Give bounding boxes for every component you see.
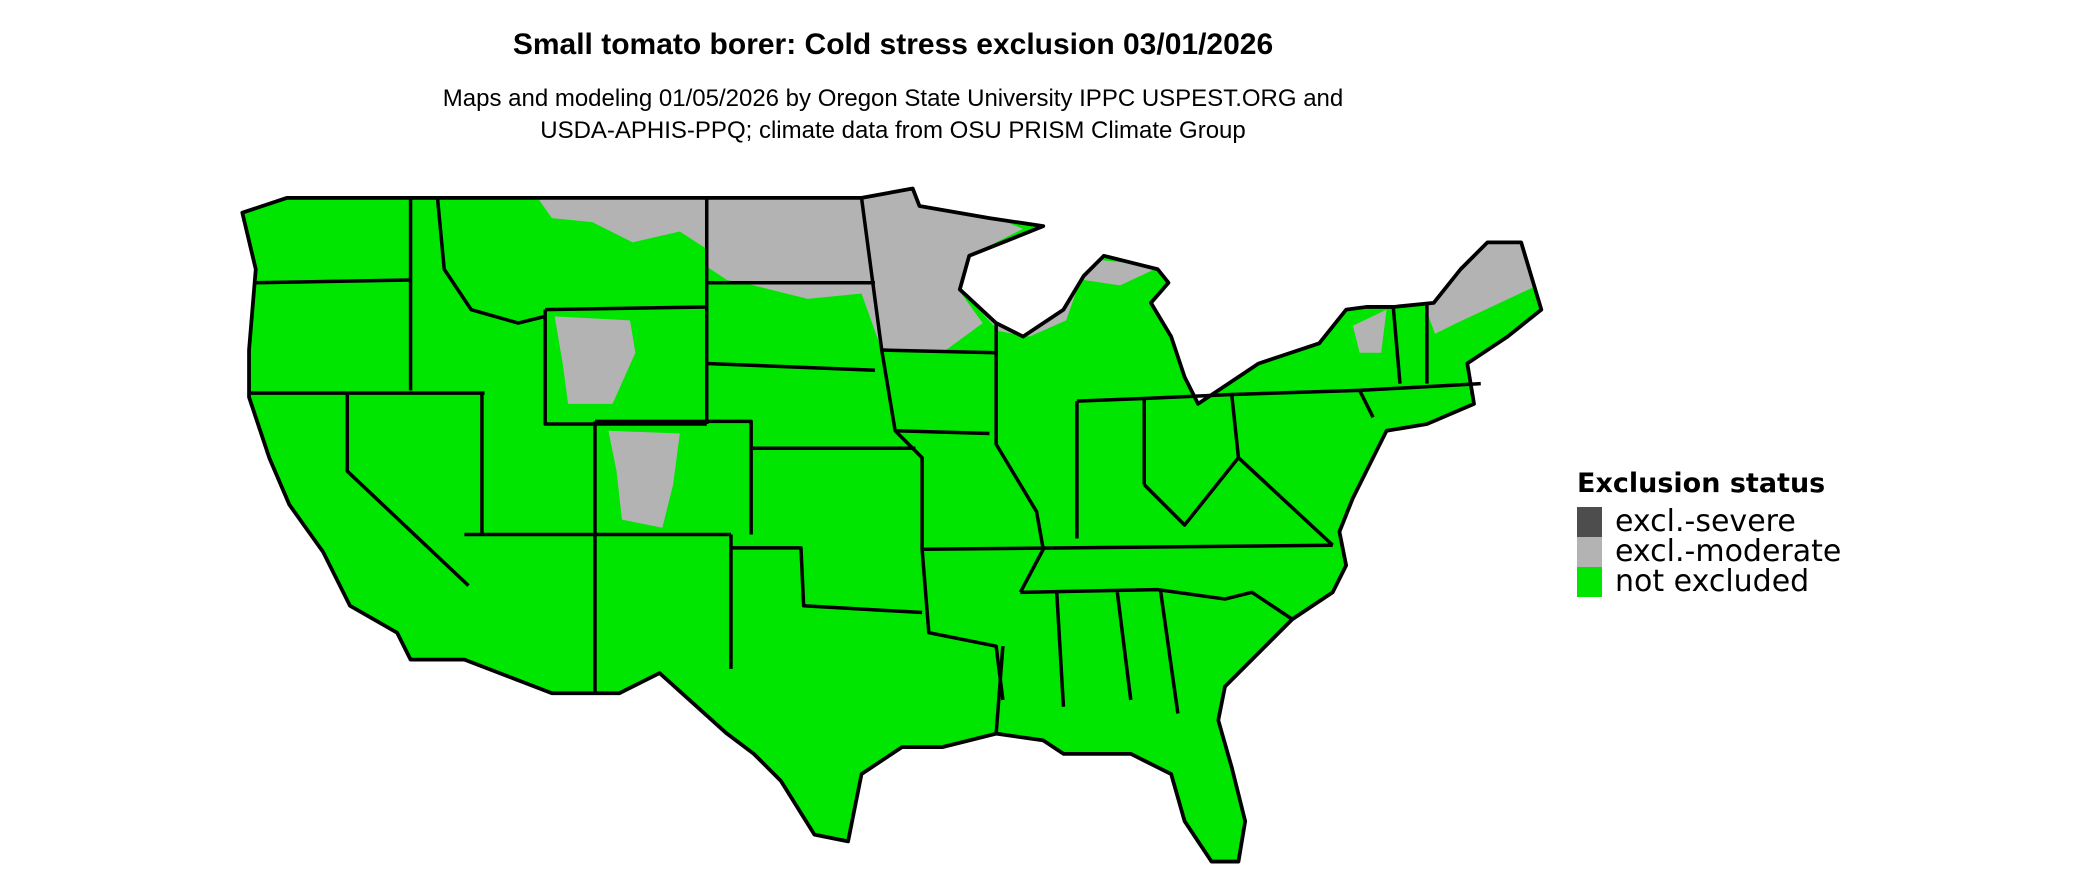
state-border-line — [545, 305, 707, 312]
moderate-region-montana — [535, 195, 707, 250]
state-border-line — [543, 309, 707, 426]
state-border-line — [922, 543, 1333, 551]
state-border-line — [881, 348, 997, 355]
legend-swatch-not-excluded — [1577, 567, 1602, 597]
state-border-line — [730, 546, 923, 615]
legend-swatch-severe — [1577, 507, 1602, 537]
legend-title: Exclusion status — [1577, 468, 1826, 499]
moderate-region-wyoming — [554, 316, 636, 404]
legend-item-moderate: excl.-moderate — [1577, 537, 1841, 567]
state-border-line — [895, 429, 990, 436]
state-border-line — [1020, 587, 1294, 621]
state-border-line — [994, 323, 1045, 550]
state-border-line — [595, 419, 753, 535]
legend-label: not excluded — [1615, 564, 1810, 599]
moderate-region-adirondacks — [1352, 309, 1387, 353]
legend: Exclusion status excl.-severe excl.-mode… — [1577, 468, 1841, 597]
state-border-line — [859, 197, 1005, 701]
legend-label: excl.-moderate — [1615, 534, 1842, 569]
conus-outline — [240, 186, 1544, 864]
state-border-line — [1359, 381, 1481, 393]
state-border-line — [1076, 396, 1146, 485]
state-border-line — [255, 278, 411, 285]
state-border-line — [1115, 592, 1133, 701]
map-subtitle-line-1: Maps and modeling 01/05/2026 by Oregon S… — [442, 85, 1344, 112]
legend-item-not-excluded: not excluded — [1577, 567, 1841, 597]
legend-item-severe: excl.-severe — [1577, 507, 1841, 537]
state-border-line — [1391, 306, 1402, 384]
state-border-line — [1158, 589, 1180, 714]
moderate-region-northern-plains — [706, 188, 1024, 353]
state-border-line — [435, 197, 546, 325]
map-title: Small tomato borer: Cold stress exclusio… — [512, 28, 1274, 61]
state-border-line — [1142, 456, 1240, 527]
map-subtitle-line-2: USDA-APHIS-PPQ; climate data from OSU PR… — [540, 117, 1246, 144]
state-border-line — [1237, 456, 1334, 547]
state-border-line — [1018, 548, 1045, 594]
state-border-line — [706, 361, 876, 372]
state-border-line — [345, 393, 470, 587]
state-borders — [249, 197, 1481, 734]
moderate-region-new-england — [1424, 239, 1538, 334]
state-border-line — [1144, 392, 1241, 458]
legend-label: excl.-severe — [1615, 504, 1796, 539]
moderate-region-colorado — [608, 430, 680, 528]
state-border-line — [1054, 592, 1066, 707]
legend-swatch-moderate — [1577, 537, 1602, 567]
state-border-line — [994, 646, 1005, 734]
